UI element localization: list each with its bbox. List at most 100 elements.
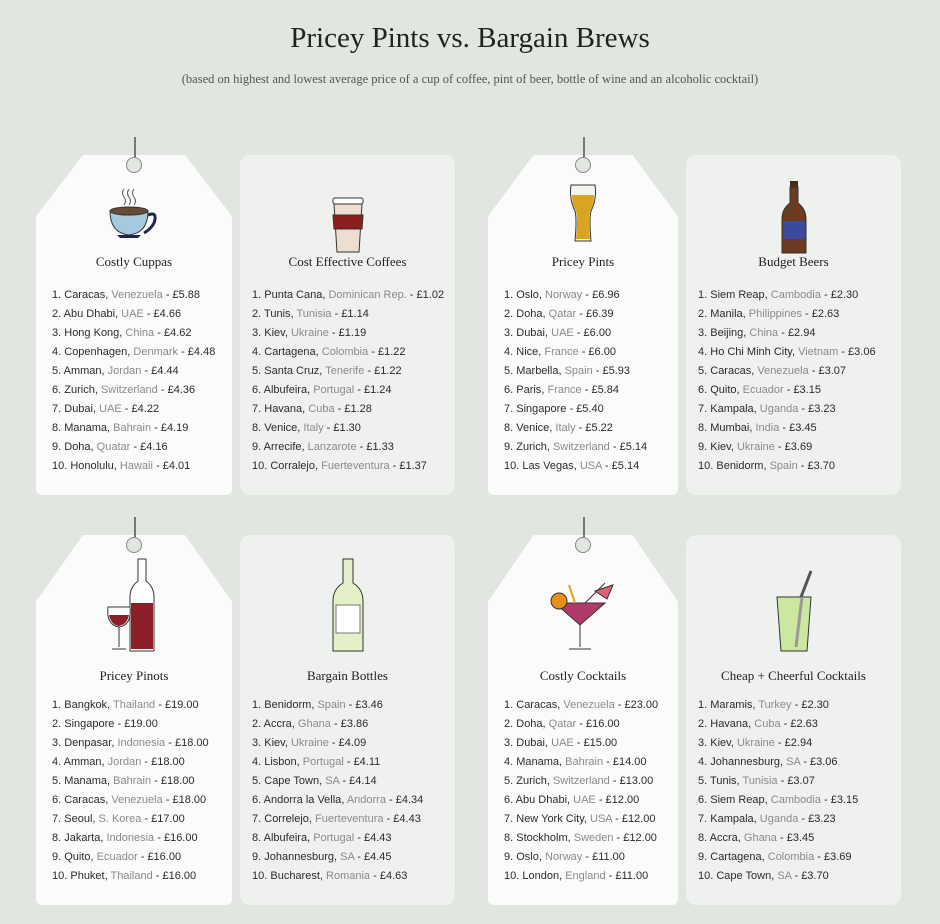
- price: £1.14: [341, 308, 369, 320]
- price: £16.00: [163, 832, 198, 844]
- list-item: 7. Kampala, Uganda - £3.23: [698, 813, 836, 825]
- rank: 8.: [698, 832, 708, 844]
- rank: 1.: [504, 289, 514, 301]
- country: Qatar: [548, 308, 577, 320]
- list-item: 10. Las Vegas, USA - £5.14: [504, 460, 640, 472]
- list-item: 5. Santa Cruz, Tenerife - £1.22: [252, 365, 402, 377]
- price: £16.00: [585, 718, 620, 730]
- country: Italy: [303, 422, 324, 434]
- country: Uganda: [759, 403, 799, 415]
- price: £4.14: [349, 775, 377, 787]
- city: Albufeira: [263, 384, 308, 396]
- country: Spain: [564, 365, 593, 377]
- rank: 10.: [504, 460, 520, 472]
- city: Copenhagen: [64, 346, 128, 358]
- list-item: 2. Tunis, Tunisia - £1.14: [252, 308, 369, 320]
- city: Manama: [64, 775, 108, 787]
- country: Spain: [317, 699, 346, 711]
- price: £4.43: [363, 832, 392, 844]
- price: £6.00: [583, 327, 612, 339]
- tag-costly-cocktails: Costly Cocktails 1. Caracas, Venezuela - …: [488, 517, 678, 905]
- rank: 1.: [698, 289, 708, 301]
- price: £3.06: [848, 346, 876, 358]
- city: Venice: [264, 422, 298, 434]
- rank: 3.: [52, 737, 62, 749]
- country: UAE: [551, 737, 574, 749]
- rank: 9.: [504, 441, 514, 453]
- country: Turkey: [758, 699, 792, 711]
- price: £11.00: [592, 851, 625, 863]
- price: £19.00: [124, 718, 158, 730]
- price: £1.33: [366, 441, 394, 453]
- country: SA: [325, 775, 340, 787]
- price: £3.07: [818, 365, 847, 377]
- rank: 9.: [52, 851, 62, 863]
- list-item: 6. Albufeira, Portugal - £1.24: [252, 384, 392, 396]
- rank: 5.: [504, 775, 514, 787]
- country: Qatar: [548, 718, 577, 730]
- city: Bucharest: [270, 870, 320, 882]
- price: £2.30: [830, 289, 859, 301]
- rank: 6.: [252, 794, 262, 806]
- price: £4.22: [131, 403, 160, 415]
- list-item: 2. Abu Dhabi, UAE - £4.66: [52, 308, 182, 320]
- country: China: [749, 327, 779, 339]
- city: Zurich: [516, 441, 547, 453]
- list-item: 6. Andorra la Vella, Andorra - £4.34: [252, 794, 424, 806]
- price: £5.93: [602, 365, 631, 377]
- rank: 9.: [504, 851, 514, 863]
- country: USA: [590, 813, 613, 825]
- list-item: 5. Caracas, Venezuela - £3.07: [698, 365, 847, 377]
- country: Ukraine: [290, 737, 329, 749]
- price: £13.00: [619, 775, 654, 787]
- city: London: [522, 870, 560, 882]
- price: £3.69: [824, 851, 852, 863]
- city: Kiev: [710, 737, 731, 749]
- list-item: 2. Doha, Qatar - £16.00: [504, 718, 620, 730]
- price: £16.00: [147, 851, 182, 863]
- country: Switzerland: [552, 775, 610, 787]
- city: Bangkok: [64, 699, 108, 711]
- list-item: 7. Seoul, S. Korea - £17.00: [52, 813, 185, 825]
- city: Beijing: [710, 327, 744, 339]
- rank: 6.: [698, 794, 708, 806]
- country: Switzerland: [100, 384, 158, 396]
- country: Ukraine: [736, 441, 775, 453]
- price: £15.00: [583, 737, 618, 749]
- city: Havana: [264, 403, 303, 415]
- rank: 8.: [504, 832, 514, 844]
- price: £12.00: [621, 813, 656, 825]
- list-item: 4. Johannesburg, SA - £3.06: [698, 756, 838, 768]
- rank: 2.: [252, 308, 262, 320]
- rank: 4.: [504, 346, 514, 358]
- page-subtitle: (based on highest and lowest average pri…: [181, 72, 759, 86]
- rank: 1.: [52, 699, 62, 711]
- tag-pricey-pints: Pricey Pints 1. Oslo, Norway - £6.96 2. Do…: [488, 137, 678, 495]
- city: Cartagena: [264, 346, 316, 358]
- price: £4.34: [395, 794, 424, 806]
- country: Jordan: [107, 756, 142, 768]
- rank: 4.: [52, 756, 62, 768]
- panel-title: Costly Cuppas: [95, 254, 173, 269]
- red-wine-icon: [36, 553, 232, 653]
- country: Cuba: [754, 718, 781, 730]
- list-item: 2. Havana, Cuba - £2.63: [698, 718, 818, 730]
- price: £3.70: [801, 870, 829, 882]
- country: England: [565, 870, 606, 882]
- list-item: 8. Venice, Italy - £1.30: [252, 422, 361, 434]
- city: Havana: [710, 718, 749, 730]
- list-item: 3. Kiev, Ukraine - £2.94: [698, 737, 813, 749]
- list-item: 3. Beijing, China - £2.94: [698, 327, 816, 339]
- price: £14.00: [612, 756, 647, 768]
- list-item: 1. Bangkok, Thailand - £19.00: [52, 699, 199, 711]
- country: UAE: [551, 327, 574, 339]
- tag-string: [134, 137, 136, 157]
- price: £4.48: [187, 346, 216, 358]
- price: £12.00: [605, 794, 640, 806]
- rank: 10.: [52, 870, 68, 882]
- city: Caracas: [64, 289, 106, 301]
- city: Doha: [516, 718, 543, 730]
- rank: 7.: [252, 403, 262, 415]
- rank: 3.: [252, 737, 262, 749]
- price: £1.02: [416, 289, 445, 301]
